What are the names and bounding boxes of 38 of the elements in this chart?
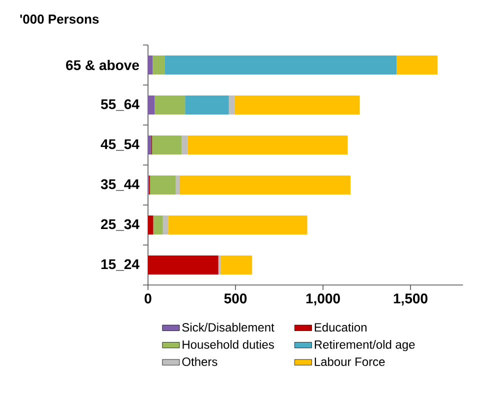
bar: [148, 96, 155, 114]
bar: [396, 56, 438, 75]
bar: [164, 56, 397, 75]
legend-label: Education: [314, 322, 366, 332]
bar: [153, 216, 163, 234]
chart-title: '000 Persons: [20, 14, 99, 24]
bar: [152, 136, 182, 154]
bar: [148, 256, 218, 274]
y-tick-label: 55_64: [100, 99, 140, 111]
bar: [182, 136, 188, 154]
bar: [180, 176, 350, 195]
bar: [148, 216, 154, 234]
legend-label: Retirement/old age: [314, 340, 415, 352]
legend-label: Sick/Disablement: [182, 322, 274, 332]
y-tick-label: 35_44: [100, 179, 140, 191]
bar: [154, 96, 186, 114]
x-tick-label: 1,500: [394, 294, 428, 306]
x-tick-label: 500: [224, 294, 247, 304]
bar: [234, 96, 360, 114]
y-tick-label: 15_24: [101, 259, 140, 271]
legend-label: Labour Force: [314, 357, 385, 366]
bar: [185, 96, 229, 114]
bar: [228, 96, 234, 114]
legend-label: Others: [182, 357, 218, 366]
bar: [168, 216, 308, 234]
y-tick-label: 45_54: [100, 139, 140, 151]
x-tick-label: 0: [144, 294, 152, 304]
x-tick-label: 1,000: [306, 294, 340, 306]
bar: [218, 256, 221, 274]
bar: [162, 216, 168, 234]
bar: [188, 136, 348, 154]
bar: [152, 56, 165, 75]
bar: [176, 176, 180, 195]
bar: [150, 176, 176, 195]
y-tick-label: 65 & above: [66, 60, 139, 70]
y-tick-label: 25_34: [101, 219, 140, 231]
legend-label: Household duties: [182, 340, 274, 349]
bar: [220, 256, 252, 274]
